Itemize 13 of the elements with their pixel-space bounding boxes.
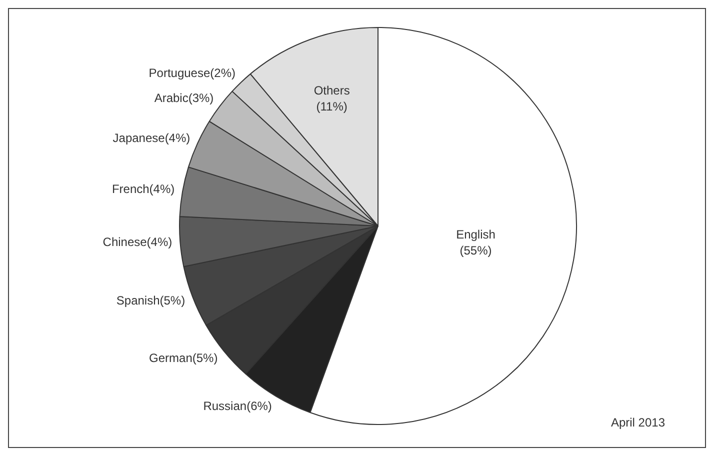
slice-label: Russian(6%) xyxy=(203,398,272,413)
slice-label: English xyxy=(456,228,496,242)
slice-label: Spanish(5%) xyxy=(116,293,186,308)
slice-label: French(4%) xyxy=(112,182,175,196)
text: April 2013 xyxy=(610,415,666,430)
slice-label: Chinese(4%) xyxy=(102,234,172,249)
slice-label: Portuguese(2%) xyxy=(148,66,236,80)
slice-label: Japanese(4%) xyxy=(112,130,190,145)
slice-label: German(5%) xyxy=(149,351,218,366)
data-label: (11%) xyxy=(316,99,348,114)
data-label: (55%) xyxy=(460,244,492,258)
slice-label: Others xyxy=(314,83,350,98)
slice-label: Arabic(3%) xyxy=(154,90,214,105)
